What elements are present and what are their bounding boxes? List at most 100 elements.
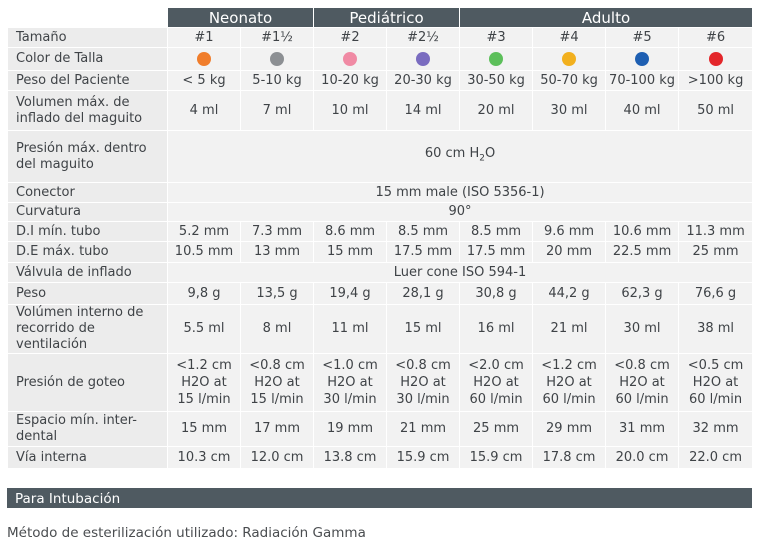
table-cell: 20-30 kg bbox=[386, 70, 461, 91]
table-cell: 7.3 mm bbox=[239, 221, 315, 242]
table-cell: 15 ml bbox=[386, 304, 461, 354]
table-cell: #2½ bbox=[386, 27, 461, 48]
leak-pressure-line: H2O at bbox=[692, 375, 739, 390]
table-cell: #3 bbox=[459, 27, 534, 48]
leak-pressure-line: <2.0 cm bbox=[468, 358, 524, 373]
size-color-cell bbox=[459, 47, 534, 71]
size-color-cell bbox=[239, 47, 315, 71]
table-body: Tamaño #1 #1½ #2 #2½ #3 #4 #5 #6 Color de Talla Pe… bbox=[7, 27, 754, 469]
leak-pressure-line: 60 l/min bbox=[615, 392, 669, 407]
table-row: Volumen máx. de inflado del maguito 4 ml 7… bbox=[7, 90, 754, 131]
size-color-dot bbox=[197, 51, 211, 66]
leak-pressure-line: H2O at bbox=[181, 375, 227, 390]
table-cell: 17.5 mm bbox=[459, 241, 534, 263]
row-label: Válvula de inflado bbox=[7, 262, 168, 283]
table-cell: 8 ml bbox=[239, 304, 315, 354]
leak-pressure-cell: <1.2 cm H2O at 60 l/min bbox=[532, 353, 607, 412]
table-row: Conector 15 mm male (ISO 5356-1) bbox=[7, 182, 754, 203]
table-row: Color de Talla bbox=[7, 47, 754, 71]
leak-pressure-line: <1.2 cm bbox=[541, 358, 597, 373]
table-cell: 21 ml bbox=[532, 304, 607, 354]
leak-pressure-line: 15 l/min bbox=[250, 392, 304, 407]
group-header-neonato: Neonato bbox=[166, 7, 315, 28]
leak-pressure-cell: <0.5 cm H2O at 60 l/min bbox=[678, 353, 754, 412]
table-cell: 21 mm bbox=[386, 411, 461, 447]
value-text-tail: O bbox=[484, 146, 496, 162]
table-cell: 17.8 cm bbox=[532, 446, 607, 469]
table-cell: 8.5 mm bbox=[459, 221, 534, 242]
size-color-cell bbox=[605, 47, 680, 71]
row-label: Presión de goteo bbox=[7, 353, 168, 412]
table-row: Presión de goteo <1.2 cm H2O at 15 l/min <0.… bbox=[7, 353, 754, 412]
leak-pressure-line: <0.8 cm bbox=[395, 358, 451, 373]
size-color-cell bbox=[532, 47, 607, 71]
leak-pressure-line: 15 l/min bbox=[177, 392, 231, 407]
table-cell: 8.6 mm bbox=[313, 221, 388, 242]
table-cell: 5-10 kg bbox=[239, 70, 315, 91]
table-cell: #4 bbox=[532, 27, 607, 48]
table-row: Espacio mín. inter-dental 15 mm 17 mm 19 mm… bbox=[7, 411, 754, 447]
table-cell: 28,1 g bbox=[386, 282, 461, 305]
table-cell: 20.0 cm bbox=[605, 446, 680, 469]
specifications-table: Neonato Pediátrico Adulto Tamaño #1 #1½ #2 #… bbox=[7, 7, 754, 469]
size-color-dot bbox=[635, 51, 650, 66]
table-cell: 13,5 g bbox=[239, 282, 315, 305]
table-cell: 19 mm bbox=[313, 411, 388, 447]
table-cell: 9,8 g bbox=[167, 282, 241, 305]
table-cell: 38 ml bbox=[678, 304, 754, 354]
table-cell: 10.6 mm bbox=[605, 221, 680, 242]
leak-pressure-line: H2O at bbox=[473, 375, 519, 390]
table-cell: 50 ml bbox=[678, 90, 754, 131]
merged-value-cell: 60 cm H2O bbox=[166, 130, 754, 183]
table-cell: 10.3 cm bbox=[167, 446, 241, 469]
table-cell: 5.5 ml bbox=[167, 304, 241, 354]
table-cell: 30 ml bbox=[605, 304, 680, 354]
merged-value-cell: 90° bbox=[166, 202, 754, 222]
row-label: Peso bbox=[7, 282, 168, 305]
table-cell: 13 mm bbox=[239, 241, 315, 263]
table-row: Tamaño #1 #1½ #2 #2½ #3 #4 #5 #6 bbox=[7, 27, 754, 48]
table-row: Curvatura 90° bbox=[7, 202, 754, 222]
table-cell: 30-50 kg bbox=[459, 70, 534, 91]
sterilization-note: Método de esterilización utilizado: Radi… bbox=[7, 525, 366, 541]
row-label: Color de Talla bbox=[7, 47, 168, 71]
table-row: D.I mín. tubo 5.2 mm 7.3 mm 8.6 mm 8.5 mm 8.5… bbox=[7, 221, 754, 242]
table-cell: 10-20 kg bbox=[313, 70, 388, 91]
merged-value-cell: Luer cone ISO 594-1 bbox=[166, 262, 754, 283]
leak-pressure-cell: <2.0 cm H2O at 60 l/min bbox=[459, 353, 534, 412]
leak-pressure-line: 60 l/min bbox=[469, 392, 523, 407]
table-cell: 31 mm bbox=[605, 411, 680, 447]
leak-pressure-cell: <1.0 cm H2O at 30 l/min bbox=[313, 353, 388, 412]
leak-pressure-cell: <1.2 cm H2O at 15 l/min bbox=[167, 353, 241, 412]
table-cell: 22.0 cm bbox=[678, 446, 754, 469]
row-label: D.E máx. tubo bbox=[7, 241, 168, 263]
table-row: Presión máx. dentro del maguito 60 cm H2O bbox=[7, 130, 754, 183]
leak-pressure-line: <1.0 cm bbox=[322, 358, 378, 373]
table-cell: 44,2 g bbox=[532, 282, 607, 305]
header-corner bbox=[7, 7, 168, 28]
table-cell: 8.5 mm bbox=[386, 221, 461, 242]
table-cell: 25 mm bbox=[678, 241, 754, 263]
table-cell: 7 ml bbox=[239, 90, 315, 131]
leak-pressure-line: 60 l/min bbox=[688, 392, 743, 407]
table-cell: #1 bbox=[167, 27, 241, 48]
table-cell: #5 bbox=[605, 27, 680, 48]
table-cell: 20 mm bbox=[532, 241, 607, 263]
table-row: Vía interna 10.3 cm 12.0 cm 13.8 cm 15.9 cm 1… bbox=[7, 446, 754, 469]
table-cell: 17 mm bbox=[239, 411, 315, 447]
table-cell: 9.6 mm bbox=[532, 221, 607, 242]
table-cell: 4 ml bbox=[167, 90, 241, 131]
leak-pressure-line: H2O at bbox=[327, 375, 373, 390]
table-cell: 12.0 cm bbox=[239, 446, 315, 469]
table-row: Peso del Paciente < 5 kg 5-10 kg 10-20 kg 20… bbox=[7, 70, 754, 91]
leak-pressure-line: 30 l/min bbox=[323, 392, 377, 407]
leak-pressure-line: 60 l/min bbox=[542, 392, 596, 407]
table-row: D.E máx. tubo 10.5 mm 13 mm 15 mm 17.5 mm 17.… bbox=[7, 241, 754, 263]
size-color-cell bbox=[678, 47, 754, 71]
table-cell: 25 mm bbox=[459, 411, 534, 447]
table-cell: 15 mm bbox=[313, 241, 388, 263]
row-label: Presión máx. dentro del maguito bbox=[7, 130, 168, 183]
size-color-dot bbox=[416, 51, 431, 66]
table-cell: < 5 kg bbox=[167, 70, 241, 91]
size-color-dot bbox=[708, 51, 723, 66]
